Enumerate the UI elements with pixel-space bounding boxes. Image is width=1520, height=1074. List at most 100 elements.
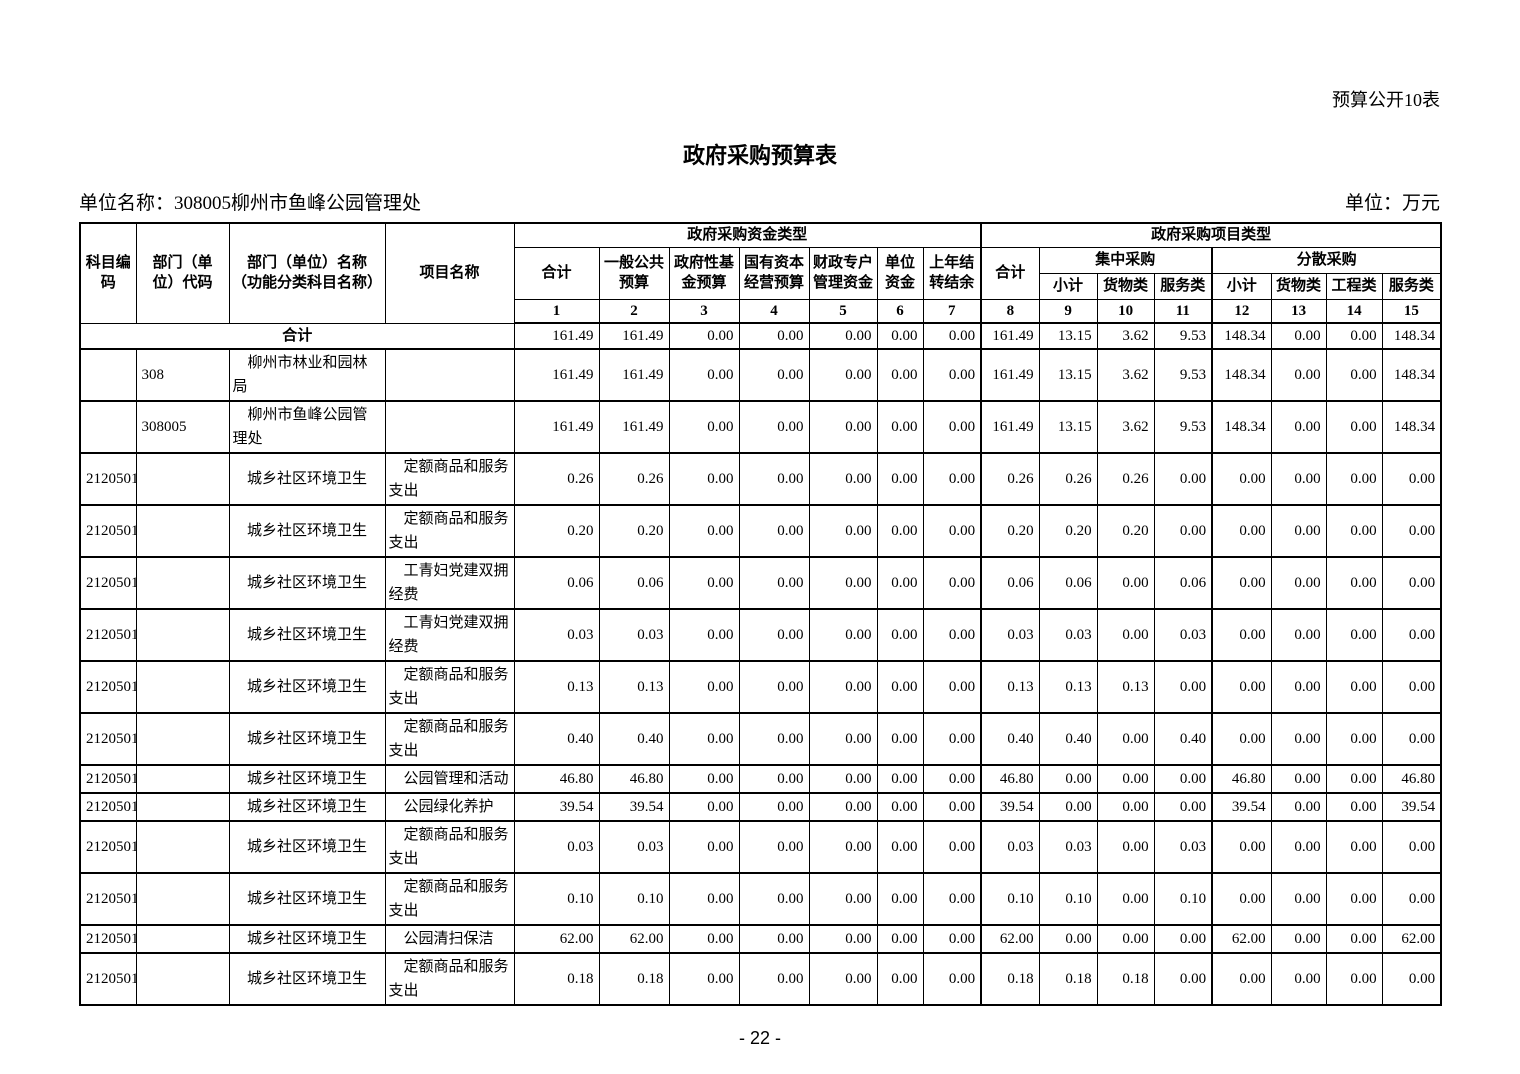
cell-dept-code — [135, 820, 230, 874]
cell-value: 0.26 — [980, 452, 1040, 506]
header-centralized-group: 集中采购 — [1038, 246, 1213, 274]
header-project-total: 合计 — [980, 246, 1040, 300]
cell-value: 148.34 — [1381, 322, 1442, 350]
cell-value: 0.00 — [1211, 952, 1272, 1006]
table-row: 2120501 城乡社区环境卫生 定额商品和服务支出 0.13 0.13 0.00 0.00… — [79, 660, 1442, 714]
cell-value: 0.00 — [1211, 872, 1272, 926]
cell-value: 0.00 — [1153, 924, 1213, 954]
header-carryover: 上年结 转结余 — [922, 246, 982, 300]
cell-value: 0.00 — [922, 660, 982, 714]
column-number: 4 — [738, 298, 810, 324]
table-row: 2120501 城乡社区环境卫生 定额商品和服务支出 0.26 0.26 0.00 0.00… — [79, 452, 1442, 506]
cell-subject-code: 2120501 — [79, 820, 137, 874]
cell-value: 3.62 — [1096, 322, 1155, 350]
cell-dept-name: 城乡社区环境卫生 — [228, 952, 386, 1006]
cell-value: 0.00 — [738, 924, 810, 954]
header-project-name: 项目名称 — [384, 222, 515, 324]
cell-value: 0.10 — [598, 872, 670, 926]
cell-value: 0.00 — [1270, 400, 1327, 454]
cell-value: 0.03 — [598, 608, 670, 662]
cell-value: 0.00 — [876, 504, 924, 558]
table-row: 2120501 城乡社区环境卫生 公园清扫保洁 62.00 62.00 0.00 0.00 0… — [79, 924, 1442, 954]
cell-value: 0.00 — [1270, 660, 1327, 714]
cell-subject-code — [79, 400, 137, 454]
cell-value: 0.00 — [1325, 452, 1383, 506]
cell-value: 0.00 — [1381, 952, 1442, 1006]
cell-value: 0.26 — [513, 452, 600, 506]
cell-value: 0.00 — [1325, 764, 1383, 794]
cell-value: 0.06 — [1038, 556, 1098, 610]
cell-value: 0.10 — [980, 872, 1040, 926]
cell-value: 0.00 — [922, 924, 982, 954]
cell-value: 0.00 — [922, 712, 982, 766]
cell-value: 0.00 — [668, 872, 740, 926]
header-centralized-subtotal: 小计 — [1038, 272, 1098, 300]
cell-value: 0.40 — [980, 712, 1040, 766]
table-row: 308 柳州市林业和园林 局 161.49 161.49 0.00 0.00 0.00 0.0… — [79, 348, 1442, 402]
cell-value: 13.15 — [1038, 322, 1098, 350]
cell-value: 0.00 — [1325, 872, 1383, 926]
cell-dept-name: 城乡社区环境卫生 — [228, 504, 386, 558]
cell-value: 0.00 — [1325, 400, 1383, 454]
cell-value: 0.00 — [738, 348, 810, 402]
table-row: 2120501 城乡社区环境卫生 工青妇党建双拥经费 0.03 0.03 0.00 0.00… — [79, 608, 1442, 662]
cell-dept-code — [135, 952, 230, 1006]
cell-dept-code — [135, 764, 230, 794]
column-number: 2 — [598, 298, 670, 324]
cell-project-name: 定额商品和服务支出 — [384, 504, 515, 558]
header-decentralized-subtotal: 小计 — [1211, 272, 1272, 300]
cell-dept-name: 柳州市鱼峰公园管 理处 — [228, 400, 386, 454]
cell-value: 0.00 — [1211, 608, 1272, 662]
cell-value: 0.00 — [1325, 348, 1383, 402]
cell-value: 0.00 — [876, 952, 924, 1006]
cell-value: 0.00 — [1270, 924, 1327, 954]
cell-value: 0.00 — [668, 952, 740, 1006]
cell-dept-name: 城乡社区环境卫生 — [228, 872, 386, 926]
cell-value: 0.00 — [1381, 820, 1442, 874]
cell-value: 0.20 — [980, 504, 1040, 558]
cell-value: 0.13 — [980, 660, 1040, 714]
cell-subject-code: 2120501 — [79, 924, 137, 954]
cell-value: 0.00 — [1096, 608, 1155, 662]
header-fund-type-group: 政府采购资金类型 — [513, 222, 982, 248]
cell-dept-code: 308005 — [135, 400, 230, 454]
header-row-numbers: 1 2 3 4 5 6 7 8 9 10 11 12 13 14 15 — [80, 298, 1442, 324]
cell-value: 0.18 — [1096, 952, 1155, 1006]
cell-value: 0.26 — [1038, 452, 1098, 506]
cell-value: 0.00 — [1096, 712, 1155, 766]
cell-value: 9.53 — [1153, 348, 1213, 402]
cell-dept-code — [135, 556, 230, 610]
header-decentralized-goods: 货物类 — [1270, 272, 1327, 300]
cell-value: 0.00 — [738, 400, 810, 454]
cell-value: 0.00 — [1270, 820, 1327, 874]
header-unit-funds: 单位 资金 — [876, 246, 924, 300]
cell-dept-name: 城乡社区环境卫生 — [228, 608, 386, 662]
column-number: 15 — [1381, 298, 1442, 324]
table-row: 2120501 城乡社区环境卫生 公园绿化养护 39.54 39.54 0.00 0.00 0… — [79, 792, 1442, 822]
cell-value: 0.00 — [668, 712, 740, 766]
table-row: 合计 161.49 161.49 0.00 0.00 0.00 0.00 0.00 161.49… — [79, 322, 1442, 350]
cell-value: 0.00 — [1325, 556, 1383, 610]
table-header: 科目编码 部门（单 位）代码 部门（单位）名称 （功能分类科目名称） 项目名称 … — [79, 222, 1442, 324]
cell-value: 0.00 — [1270, 322, 1327, 350]
cell-value: 0.00 — [1153, 660, 1213, 714]
cell-value: 0.00 — [876, 348, 924, 402]
cell-value: 0.03 — [980, 608, 1040, 662]
cell-value: 0.03 — [980, 820, 1040, 874]
cell-value: 0.00 — [1381, 872, 1442, 926]
cell-value: 0.00 — [922, 952, 982, 1006]
cell-value: 0.00 — [1325, 792, 1383, 822]
cell-value: 0.13 — [513, 660, 600, 714]
cell-value: 39.54 — [980, 792, 1040, 822]
cell-value: 62.00 — [513, 924, 600, 954]
cell-value: 13.15 — [1038, 348, 1098, 402]
cell-value: 62.00 — [1381, 924, 1442, 954]
unit-of-measure-label: 单位：万元 — [1344, 193, 1440, 214]
table-row: 2120501 城乡社区环境卫生 定额商品和服务支出 0.10 0.10 0.00 0.00… — [79, 872, 1442, 926]
cell-value: 161.49 — [598, 348, 670, 402]
cell-value: 0.00 — [922, 504, 982, 558]
unit-name-label: 单位名称：308005柳州市鱼峰公园管理处 — [79, 193, 422, 214]
cell-subject-code: 2120501 — [79, 712, 137, 766]
cell-value: 0.00 — [1096, 556, 1155, 610]
cell-value: 0.00 — [922, 608, 982, 662]
